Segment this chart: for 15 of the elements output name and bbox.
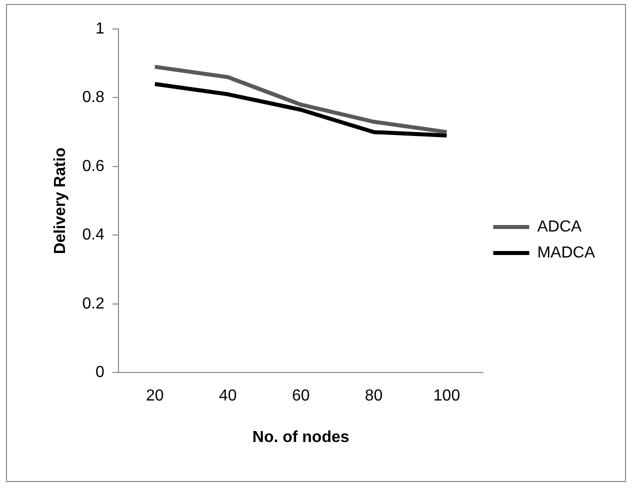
y-tick-label: 0.4	[82, 226, 105, 244]
legend-label: MADCA	[537, 244, 596, 262]
y-axis-title: Delivery Ratio	[52, 147, 70, 254]
x-tick-label: 100	[433, 388, 460, 405]
x-tick-label: 80	[364, 388, 383, 405]
y-tick-label: 1	[96, 20, 105, 38]
y-tick-label: 0	[96, 364, 105, 382]
x-axis-title: No. of nodes	[252, 428, 350, 446]
x-tick-label: 20	[146, 388, 164, 405]
x-tick-label: 60	[292, 388, 310, 405]
x-tick-label: 40	[218, 388, 237, 405]
y-tick-label: 0.8	[82, 89, 105, 106]
legend-label: ADCA	[537, 218, 582, 236]
y-tick-label: 0.2	[82, 295, 105, 312]
y-tick-label: 0.6	[82, 158, 105, 175]
